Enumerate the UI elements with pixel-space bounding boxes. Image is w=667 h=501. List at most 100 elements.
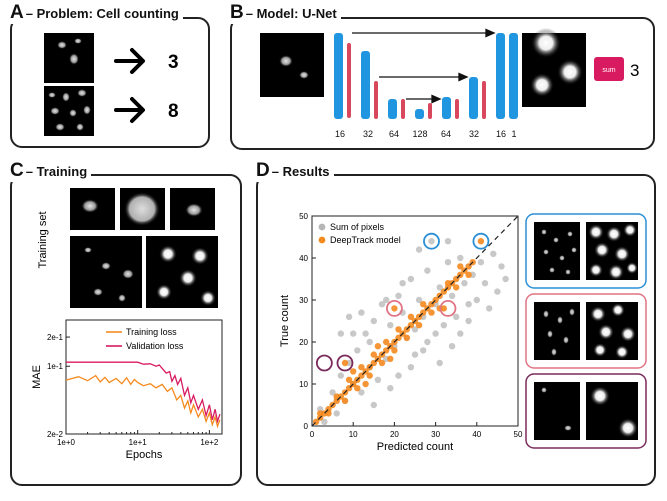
scatter-point [378,359,386,367]
scatter-point [345,376,353,383]
scatter-point [477,259,485,266]
scatter-point [473,296,480,304]
scatter-point [370,317,377,325]
y-tick-label: 50 [299,212,308,221]
highlight-ring [315,354,333,372]
scatter-point [337,372,344,379]
panel-d [256,174,656,486]
scatter-point [387,385,394,392]
scatter-point [329,389,336,396]
scatter-point [453,313,460,320]
channel-label: 16 [335,129,345,139]
panel-c-title: C – Training [6,160,92,182]
unet-diagram [334,28,518,119]
y-tick-label: 2e-2 [47,430,64,439]
scatter-point [358,364,365,371]
scatter-point [465,271,472,278]
channel-label: 64 [389,129,399,139]
scatter-point [374,376,382,383]
scatter-point [415,322,423,329]
sum-button [594,57,624,81]
scatter-point [370,401,377,409]
panel-a-title: A – Problem: Cell counting [6,2,183,24]
scatter-point [444,259,452,266]
scatter-point [374,343,382,350]
scatter-point [415,296,423,304]
x-tick-label: 1e+0 [57,438,76,447]
panel-b [230,17,655,150]
x-tick-label: 20 [390,430,399,439]
scatter-point [481,280,489,287]
density-map-output [522,28,586,107]
loss-plot-frame [65,319,223,435]
scatter-point [411,326,419,333]
scatter-point [362,330,369,337]
scatter-point [341,359,349,367]
training-set-label: Training set [37,211,49,268]
panel-b-content: 16 32 64 128 64 32 16 1 sum 3 [260,28,639,139]
loss-series-line [65,374,221,429]
scatter-chart: 0 10 20 30 40 50 0 10 20 30 40 50 Predicted count Tru… [279,212,523,453]
decoder-conv-64 [455,99,459,119]
skip-connection-arrows [352,28,496,104]
scatter-point [378,301,386,308]
scatter-point [395,372,402,379]
scatter-point [428,309,435,316]
channel-label: 16 [496,129,506,139]
panel-a-content: 3 8 [44,33,179,136]
y-tick-label: 0 [304,422,309,431]
scatter-point [494,288,501,295]
panel-d-title: D – Results [252,160,334,182]
scatter-point [362,380,369,388]
training-density-target [146,236,218,308]
channel-labels: 16 32 64 128 64 32 16 1 [335,129,517,139]
scatter-point [444,280,452,287]
scatter-point [350,330,357,337]
scatter-point [383,296,390,304]
encoder-block-64 [388,99,397,119]
scatter-point [366,372,373,379]
scatter-point [465,301,472,308]
scatter-point [395,326,402,333]
output-count: 3 [630,61,639,80]
decoder-block-16 [496,33,505,119]
highlight-ring [472,232,490,250]
example-frame-purple [525,373,647,449]
scatter-point [345,313,353,320]
arrow-right-icon [114,48,145,74]
scatter-point [341,397,349,404]
legend-label: Sum of pixels [330,222,385,232]
y-tick-label: 2e-1 [47,333,64,342]
scatter-point [477,238,485,245]
y-axis-label: True count [279,295,291,347]
channel-label: 1 [511,129,516,139]
training-image-sample [70,236,142,308]
y-tick-label: 20 [299,338,308,347]
y-axis-label: MAE [31,365,43,389]
y-tick-label: 1e-1 [47,362,64,371]
scatter-point [424,267,431,274]
input-image [260,33,324,97]
scatter-point [358,389,365,396]
y-tick-label: 40 [299,254,308,263]
y-tick-label: 10 [299,380,308,389]
scatter-point [486,305,493,312]
legend-label: Training loss [126,327,177,337]
example-frame-blue [525,213,647,289]
scatter-point [457,263,464,270]
scatter-point [465,317,472,325]
scatter-point [407,313,415,320]
scatter-point [399,280,406,287]
decoder-conv-32 [482,81,486,119]
highlight-ring [336,354,354,372]
x-tick-label: 40 [472,430,481,439]
channel-label: 64 [441,129,451,139]
x-tick-label: 10 [349,430,358,439]
scatter-point [440,305,447,312]
scatter-point [325,410,332,417]
encoder-conv-16 [347,43,351,118]
scatter-point [358,309,365,316]
x-tick-label: 50 [514,430,523,439]
scatter-point [333,393,340,400]
scatter-plot-frame [311,215,519,427]
